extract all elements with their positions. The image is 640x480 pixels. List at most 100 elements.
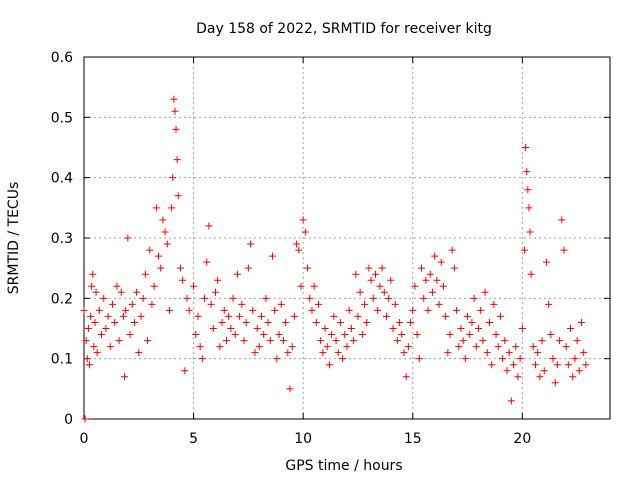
y-tick-label: 0.1 (51, 352, 73, 368)
data-point (172, 125, 180, 133)
data-point (518, 325, 526, 332)
data-point (163, 240, 171, 248)
data-point (551, 379, 559, 387)
data-point (343, 343, 351, 351)
data-point (455, 343, 463, 351)
data-point (137, 312, 145, 320)
data-point (102, 325, 110, 332)
data-point (549, 355, 557, 363)
data-point (545, 300, 553, 308)
data-point (212, 288, 219, 296)
data-point (124, 234, 132, 242)
y-axis-label: SRMTID / TECUs (6, 182, 22, 295)
data-point (165, 306, 173, 314)
data-point (521, 246, 529, 254)
data-point (492, 331, 500, 339)
data-point (446, 331, 454, 339)
data-point (84, 325, 92, 332)
data-point (88, 282, 96, 290)
data-point (376, 282, 384, 290)
data-point (183, 294, 191, 302)
data-point (170, 95, 178, 103)
data-point (225, 312, 233, 320)
data-point (490, 300, 498, 308)
data-point (205, 222, 213, 230)
data-point (126, 331, 134, 339)
data-point (380, 288, 388, 296)
data-point (209, 325, 217, 332)
data-point (275, 331, 283, 339)
data-point (218, 318, 226, 326)
data-point (457, 325, 465, 332)
data-point (332, 337, 340, 345)
data-point (382, 312, 390, 320)
data-point (251, 349, 259, 357)
data-point (536, 373, 544, 381)
plot-frame (83, 56, 611, 420)
data-point (580, 349, 588, 357)
data-point (479, 337, 487, 345)
data-series-srmtid (80, 95, 590, 423)
x-axis-label: GPS time / hours (285, 458, 402, 474)
data-point (507, 397, 515, 405)
data-point (317, 337, 325, 345)
data-point (374, 306, 382, 314)
data-point (404, 343, 412, 351)
x-tick-label: 5 (189, 431, 198, 447)
data-point (297, 282, 305, 290)
data-point (409, 306, 417, 314)
data-point (90, 343, 98, 351)
data-point (339, 355, 347, 363)
data-point (148, 300, 156, 308)
data-point (315, 300, 323, 308)
data-point (93, 349, 101, 357)
data-point (255, 343, 263, 351)
data-point (207, 300, 215, 308)
data-point (231, 331, 239, 339)
data-point (334, 349, 342, 357)
data-point (564, 361, 572, 369)
data-point (522, 144, 530, 151)
data-point (571, 355, 579, 363)
data-point (295, 246, 303, 254)
data-point (196, 343, 204, 351)
data-point (91, 318, 99, 326)
data-point (367, 276, 375, 284)
data-point (179, 276, 187, 284)
data-point (341, 331, 349, 339)
data-point (330, 312, 338, 320)
data-point (95, 306, 103, 314)
data-point (122, 306, 130, 314)
data-point (133, 288, 141, 296)
data-point (524, 186, 532, 194)
data-point (494, 343, 502, 351)
data-point (477, 306, 485, 314)
y-tick-label: 0.3 (51, 231, 73, 247)
data-point (310, 282, 318, 290)
data-point (354, 312, 362, 320)
data-point (169, 174, 177, 182)
data-point (290, 312, 298, 320)
data-point (104, 312, 112, 320)
data-point (328, 331, 336, 339)
data-point (540, 367, 548, 375)
data-point (553, 361, 561, 369)
data-point (220, 306, 228, 314)
data-point (262, 294, 270, 302)
data-point (371, 270, 379, 278)
data-point (526, 228, 534, 236)
data-point (323, 343, 331, 351)
data-point (378, 264, 386, 272)
data-point (424, 306, 432, 314)
data-point (398, 331, 406, 339)
data-point (426, 270, 434, 278)
data-point (558, 216, 566, 224)
data-point (527, 270, 535, 278)
data-point (159, 216, 167, 224)
data-point (433, 276, 441, 284)
data-point (81, 415, 89, 423)
data-point (578, 318, 586, 326)
data-point (562, 343, 570, 351)
data-point (308, 306, 316, 314)
data-point (516, 355, 524, 363)
